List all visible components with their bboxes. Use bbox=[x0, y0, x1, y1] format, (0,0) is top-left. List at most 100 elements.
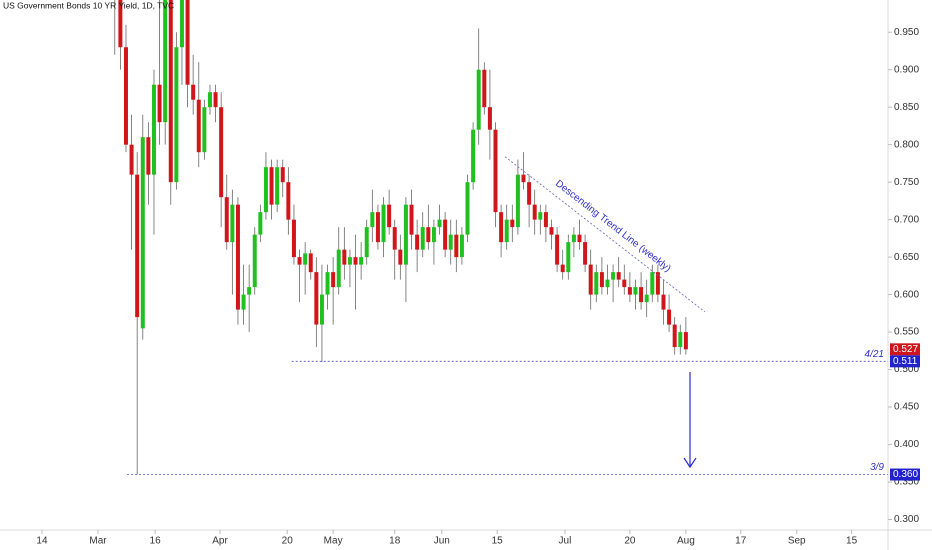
candle-body bbox=[459, 234, 464, 258]
candle-body bbox=[465, 182, 470, 235]
y-tick-label: 0.450 bbox=[894, 402, 919, 413]
y-tick-label: 0.500 bbox=[894, 364, 919, 375]
candle-body bbox=[163, 0, 168, 123]
candle-body bbox=[633, 287, 638, 295]
x-tick-label: 20 bbox=[282, 536, 294, 547]
y-tick-label: 0.750 bbox=[894, 177, 919, 188]
candle-body bbox=[639, 287, 644, 303]
candle-body bbox=[336, 249, 341, 288]
x-tick-label: 15 bbox=[846, 536, 858, 547]
candle-body bbox=[560, 264, 565, 273]
candle-body bbox=[185, 0, 190, 85]
candle-body bbox=[454, 234, 459, 258]
candle-body bbox=[493, 129, 498, 213]
candle-body bbox=[286, 182, 291, 220]
x-tick-label: Jun bbox=[434, 536, 450, 547]
x-tick-label: Apr bbox=[212, 536, 228, 547]
x-tick-label: May bbox=[324, 536, 343, 547]
price-label: 0.360 bbox=[893, 469, 918, 480]
candle-body bbox=[325, 272, 330, 295]
candle-body bbox=[627, 287, 632, 295]
candle-body bbox=[644, 294, 649, 303]
candle-body bbox=[616, 272, 621, 280]
candle-body bbox=[331, 272, 336, 288]
level-label: 4/21 bbox=[865, 349, 884, 360]
y-tick-label: 0.600 bbox=[894, 289, 919, 300]
trend-line-label: Descending Trend Line (weekly) bbox=[553, 178, 673, 274]
candle-body bbox=[303, 253, 308, 265]
candle-body bbox=[258, 212, 263, 235]
candle-body bbox=[146, 137, 151, 175]
candle-body bbox=[448, 234, 453, 250]
candle-body bbox=[252, 234, 257, 288]
candle-body bbox=[611, 272, 616, 280]
candle-body bbox=[168, 0, 173, 183]
candle-body bbox=[202, 107, 207, 153]
candle-body bbox=[135, 174, 140, 318]
candle-body bbox=[308, 253, 313, 273]
candle-body bbox=[353, 257, 358, 265]
candle-body bbox=[594, 272, 599, 295]
x-tick-label: 14 bbox=[36, 536, 48, 547]
candle-body bbox=[118, 0, 123, 48]
candle-body bbox=[583, 242, 588, 265]
level-label: 3/9 bbox=[870, 462, 884, 473]
candle-body bbox=[297, 257, 302, 265]
candle-body bbox=[359, 257, 364, 265]
candle-body bbox=[683, 332, 688, 350]
y-tick-label: 0.350 bbox=[894, 477, 919, 488]
x-tick-label: 20 bbox=[624, 536, 636, 547]
candle-body bbox=[527, 182, 532, 205]
candle-body bbox=[269, 167, 274, 205]
y-tick-label: 0.700 bbox=[894, 214, 919, 225]
candle-body bbox=[280, 167, 285, 183]
candle-body bbox=[577, 234, 582, 243]
candle-body bbox=[291, 219, 296, 258]
candle-body bbox=[437, 219, 442, 228]
y-tick-label: 0.650 bbox=[894, 252, 919, 263]
y-tick-label: 0.900 bbox=[894, 64, 919, 75]
candle-body bbox=[387, 204, 392, 228]
candle-body bbox=[191, 84, 196, 100]
candle-body bbox=[403, 204, 408, 265]
candle-body bbox=[420, 227, 425, 250]
candle-body bbox=[622, 279, 627, 288]
candle-body bbox=[471, 129, 476, 183]
candle-body bbox=[314, 272, 319, 325]
candle-body bbox=[426, 227, 431, 243]
candle-body bbox=[263, 167, 268, 213]
candle-body bbox=[415, 234, 420, 250]
candle-body bbox=[174, 47, 179, 183]
y-tick-label: 0.400 bbox=[894, 439, 919, 450]
arrow-head bbox=[683, 457, 697, 469]
candle-body bbox=[538, 212, 543, 220]
candle-body bbox=[140, 137, 145, 329]
candle-body bbox=[532, 204, 537, 220]
price-label-box bbox=[890, 343, 920, 356]
candle-body bbox=[123, 47, 128, 145]
candle-body bbox=[375, 212, 380, 243]
x-tick-label: 15 bbox=[492, 536, 504, 547]
candle-body bbox=[672, 324, 677, 348]
candle-body bbox=[409, 204, 414, 235]
candle-body bbox=[566, 242, 571, 273]
price-label-box bbox=[890, 355, 920, 368]
candle-body bbox=[364, 227, 369, 258]
candle-body bbox=[179, 0, 184, 48]
candle-body bbox=[370, 212, 375, 228]
candle-body bbox=[515, 174, 520, 228]
chart-title: US Government Bonds 10 YR Yield, 1D, TVC bbox=[3, 0, 174, 10]
candle-body bbox=[599, 272, 604, 288]
candle-body bbox=[571, 234, 576, 243]
price-label: 0.511 bbox=[893, 356, 918, 367]
candle-body bbox=[499, 212, 504, 243]
candle-body bbox=[230, 204, 235, 243]
y-tick-label: 0.300 bbox=[894, 514, 919, 525]
x-tick-label: 16 bbox=[150, 536, 162, 547]
candle-body bbox=[392, 227, 397, 250]
candle-body bbox=[151, 84, 156, 175]
candle-body bbox=[504, 219, 509, 243]
candle-body bbox=[487, 107, 492, 130]
